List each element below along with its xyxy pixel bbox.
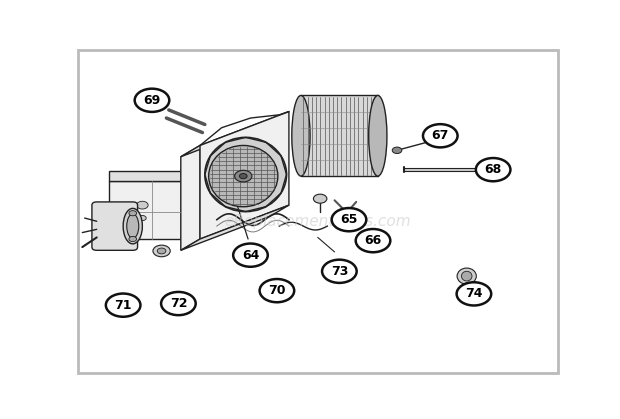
Text: 65: 65 [340, 213, 358, 226]
Polygon shape [108, 171, 181, 181]
Polygon shape [200, 111, 289, 239]
FancyBboxPatch shape [301, 96, 378, 176]
FancyBboxPatch shape [92, 202, 138, 250]
Polygon shape [205, 137, 286, 212]
Circle shape [129, 211, 136, 216]
Circle shape [322, 260, 356, 283]
Circle shape [260, 279, 294, 302]
Text: 64: 64 [242, 248, 259, 261]
Circle shape [392, 147, 402, 153]
Polygon shape [108, 181, 181, 239]
Ellipse shape [126, 214, 139, 238]
Circle shape [456, 282, 491, 305]
Text: 71: 71 [115, 299, 132, 312]
Polygon shape [181, 145, 200, 250]
Circle shape [161, 292, 196, 315]
Text: 67: 67 [432, 129, 449, 142]
Circle shape [314, 194, 327, 203]
Circle shape [106, 294, 141, 317]
Circle shape [239, 173, 247, 178]
Ellipse shape [209, 145, 278, 207]
Ellipse shape [123, 208, 143, 244]
Text: 68: 68 [484, 163, 502, 176]
Ellipse shape [461, 271, 472, 281]
Text: eReplacementParts.com: eReplacementParts.com [224, 214, 411, 229]
Polygon shape [181, 205, 289, 250]
Circle shape [157, 248, 166, 254]
Circle shape [138, 215, 146, 221]
Circle shape [332, 208, 366, 231]
Text: 66: 66 [365, 234, 382, 247]
Ellipse shape [292, 96, 310, 176]
Polygon shape [404, 168, 481, 171]
Circle shape [234, 170, 252, 182]
Text: 70: 70 [268, 284, 286, 297]
Ellipse shape [369, 96, 387, 176]
Circle shape [233, 243, 268, 267]
Circle shape [356, 229, 391, 252]
Circle shape [476, 158, 510, 181]
Circle shape [343, 211, 350, 216]
Text: 74: 74 [465, 287, 482, 300]
Circle shape [136, 201, 148, 209]
Circle shape [135, 89, 169, 112]
Circle shape [423, 124, 458, 147]
Text: 72: 72 [170, 297, 187, 310]
Polygon shape [181, 111, 289, 157]
Ellipse shape [457, 268, 476, 284]
Text: 73: 73 [330, 265, 348, 278]
Circle shape [153, 245, 170, 257]
Text: 69: 69 [143, 94, 161, 107]
Circle shape [129, 236, 136, 242]
